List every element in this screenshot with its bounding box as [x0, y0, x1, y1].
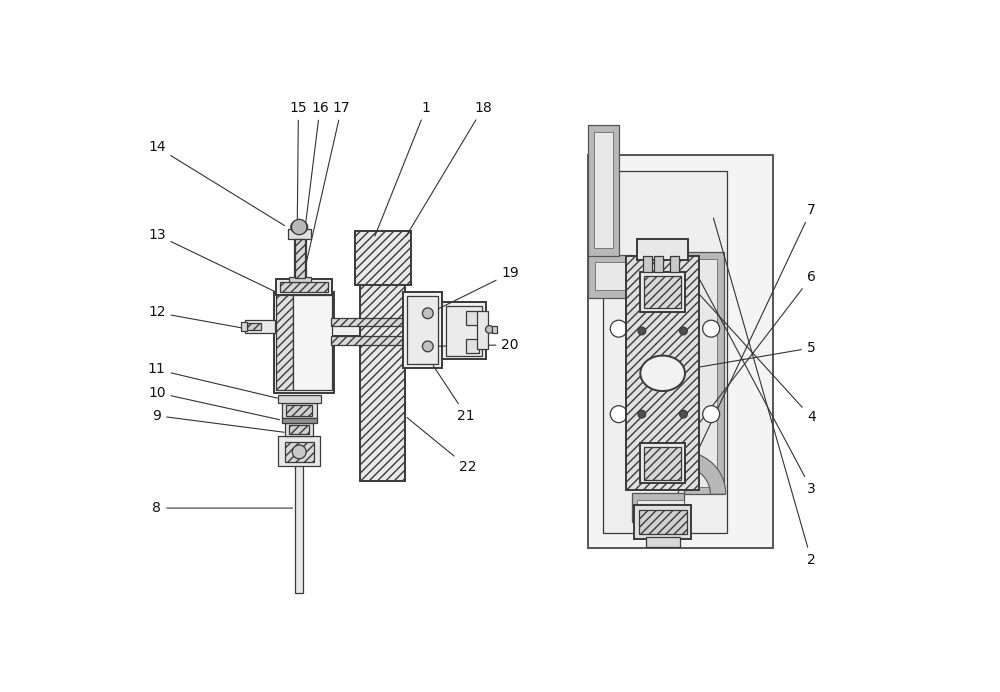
Bar	[654, 256, 663, 272]
Text: 4: 4	[671, 264, 816, 424]
Text: 10: 10	[148, 385, 280, 420]
Bar	[594, 132, 613, 248]
Text: 11: 11	[148, 363, 277, 398]
Text: 7: 7	[660, 203, 816, 531]
Ellipse shape	[291, 220, 308, 234]
Text: 8: 8	[152, 501, 293, 515]
Circle shape	[703, 406, 720, 423]
Bar	[286, 405, 312, 416]
Text: 17: 17	[304, 100, 350, 274]
Bar	[466, 311, 479, 325]
Circle shape	[638, 327, 646, 335]
Bar	[644, 447, 681, 480]
Bar	[692, 260, 717, 486]
Bar	[360, 258, 405, 481]
Bar	[670, 256, 679, 272]
Bar	[640, 444, 685, 484]
Bar	[331, 336, 439, 345]
Bar	[588, 156, 773, 548]
Text: 14: 14	[148, 140, 285, 226]
Bar	[289, 425, 309, 434]
Text: 9: 9	[152, 409, 284, 432]
Bar	[276, 280, 332, 295]
Bar	[241, 322, 247, 331]
Bar	[293, 295, 332, 390]
Bar	[588, 255, 632, 298]
Bar	[492, 327, 497, 333]
Bar	[274, 293, 334, 392]
Text: 18: 18	[406, 100, 492, 236]
Bar	[282, 418, 317, 423]
Text: 12: 12	[148, 305, 243, 328]
Bar	[288, 229, 311, 239]
Bar	[331, 326, 439, 336]
Bar	[285, 442, 314, 462]
Circle shape	[292, 445, 306, 459]
Circle shape	[638, 410, 646, 418]
Bar	[331, 318, 439, 327]
Text: 3: 3	[683, 248, 816, 496]
Bar	[643, 256, 652, 272]
Circle shape	[422, 341, 433, 352]
Text: 20: 20	[431, 338, 519, 352]
Bar	[295, 239, 305, 278]
Circle shape	[610, 406, 627, 423]
Bar	[285, 423, 313, 437]
Bar	[466, 338, 479, 352]
Bar	[278, 437, 320, 466]
Bar	[637, 500, 684, 514]
Bar	[640, 272, 685, 311]
Bar	[289, 277, 311, 282]
Text: 15: 15	[290, 100, 307, 259]
Polygon shape	[683, 452, 726, 494]
Bar	[637, 239, 688, 260]
Text: 13: 13	[148, 228, 274, 291]
Circle shape	[680, 327, 687, 335]
Bar	[644, 275, 681, 308]
Text: 19: 19	[430, 266, 519, 313]
Text: 6: 6	[668, 270, 816, 464]
Polygon shape	[590, 255, 632, 298]
Circle shape	[703, 320, 720, 337]
Bar	[282, 403, 317, 418]
Bar	[245, 320, 275, 333]
Bar	[295, 439, 303, 593]
Bar	[632, 493, 684, 522]
Bar	[603, 171, 727, 533]
Bar	[278, 395, 321, 403]
Text: 5: 5	[665, 341, 816, 373]
Bar	[403, 293, 442, 368]
Bar	[355, 231, 411, 285]
Bar	[407, 296, 438, 364]
Text: 2: 2	[713, 218, 816, 567]
Ellipse shape	[640, 356, 685, 391]
Text: 16: 16	[300, 100, 329, 266]
Text: 22: 22	[407, 417, 477, 474]
Bar	[626, 255, 699, 491]
Circle shape	[292, 219, 307, 235]
Bar	[595, 262, 632, 290]
Bar	[247, 322, 261, 330]
Bar	[639, 509, 687, 534]
Bar	[294, 237, 306, 280]
Bar	[442, 302, 486, 359]
Bar	[646, 538, 680, 547]
Text: 1: 1	[375, 100, 431, 236]
Circle shape	[486, 326, 493, 334]
Circle shape	[422, 308, 433, 318]
Text: 21: 21	[433, 365, 475, 423]
Bar	[588, 125, 619, 255]
Bar	[276, 295, 293, 390]
Bar	[684, 252, 724, 494]
Bar	[446, 307, 482, 356]
Bar	[280, 282, 328, 293]
Bar	[477, 311, 488, 349]
Bar	[634, 505, 691, 539]
Circle shape	[610, 320, 627, 337]
Circle shape	[680, 410, 687, 418]
